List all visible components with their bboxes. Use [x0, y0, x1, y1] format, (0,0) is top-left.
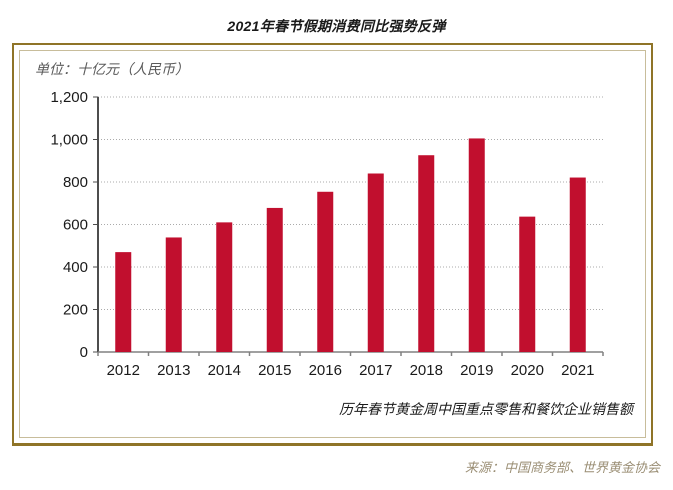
y-tick-label: 800: [63, 174, 88, 191]
chart-panel: 单位：十亿元（人民币） 0 200 400 600 800 1,000 1,200 2012 2…: [12, 43, 653, 446]
bar-2013: [165, 237, 182, 352]
bar-chart: 0 200 400 600 800 1,000 1,200 2012 2013 2014 2015 2…: [50, 89, 604, 379]
bar-2020: [519, 216, 536, 352]
x-tick-label: 2017: [359, 362, 392, 379]
x-tick-label: 2014: [208, 362, 241, 379]
bar-2021: [569, 177, 586, 352]
bar-2015: [266, 207, 283, 352]
bar-2016: [317, 191, 334, 352]
y-tick-label: 600: [63, 217, 88, 234]
y-tick-label: 0: [80, 344, 88, 361]
x-tick-label: 2015: [258, 362, 291, 379]
chart-caption: 历年春节黄金周中国重点零售和餐饮企业销售额: [339, 401, 633, 417]
bar-2012: [115, 252, 132, 352]
axis-unit-label: 单位：十亿元（人民币）: [35, 61, 189, 77]
x-tick-label: 2020: [511, 362, 544, 379]
bar-2018: [418, 155, 435, 352]
y-tick-label: 1,000: [50, 132, 88, 149]
x-tick-label: 2016: [309, 362, 342, 379]
x-tick-label: 2019: [460, 362, 493, 379]
page-title: 2021年春节假期消费同比强势反弹: [227, 18, 446, 34]
bar-2014: [216, 222, 233, 352]
x-tick-label: 2012: [107, 362, 140, 379]
bar-2017: [367, 173, 384, 352]
x-tick-label: 2021: [561, 362, 594, 379]
bar-2019: [468, 138, 485, 352]
y-tick-label: 200: [63, 302, 88, 319]
y-tick-label: 1,200: [50, 89, 88, 106]
x-tick-label: 2013: [157, 362, 190, 379]
source-note: 来源：中国商务部、世界黄金协会: [464, 460, 660, 475]
x-tick-label: 2018: [410, 362, 443, 379]
y-tick-label: 400: [63, 259, 88, 276]
